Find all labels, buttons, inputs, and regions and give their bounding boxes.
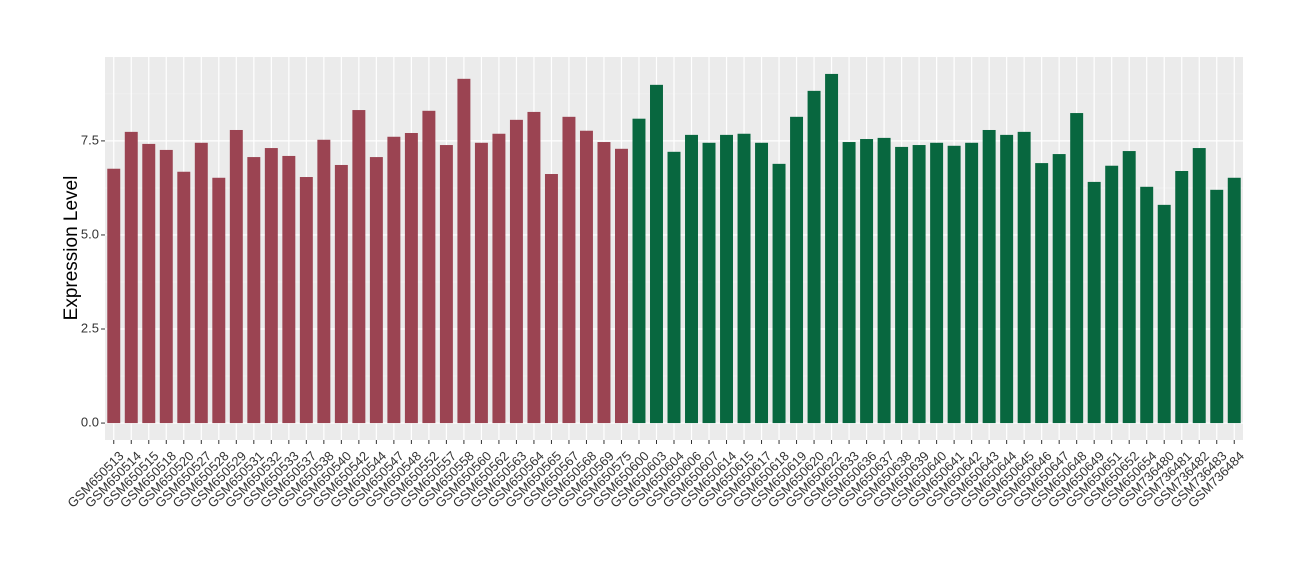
bar [632,118,646,424]
bar [650,84,663,424]
bar [877,137,891,424]
bar [720,134,734,424]
bar [492,133,506,424]
y-axis-title: Expression Level [61,176,82,321]
bar [1087,181,1101,424]
bar [1105,165,1119,424]
bar [212,177,226,424]
bar [702,142,716,424]
bar [947,145,961,424]
bar [982,129,996,424]
bar [369,157,383,424]
bar [387,136,401,424]
bar [1210,189,1224,424]
bar [317,139,331,424]
bar [544,174,558,424]
bar [1122,151,1136,424]
bar [579,130,593,424]
bar [790,116,804,424]
bar [1035,163,1049,424]
bar [825,73,839,424]
bar [807,90,821,424]
bar [439,145,453,424]
bar [772,163,786,424]
bar [895,146,909,424]
axes: 0.02.55.07.5GSM650513GSM650514GSM650515G… [64,132,1247,510]
bar [474,142,488,424]
bar [1157,204,1171,424]
bar [930,142,944,424]
bar [1070,113,1084,424]
bar [685,134,698,424]
bar [842,142,856,424]
bar [667,151,681,424]
bar [1192,148,1206,424]
bar [509,119,523,424]
bar [404,132,418,424]
y-tick-label: 0.0 [81,415,99,430]
bar [422,110,436,424]
bar [614,148,628,424]
bar [352,110,366,424]
bar [597,142,611,424]
bar [912,145,926,424]
bar [965,142,979,424]
bar [124,131,138,424]
bar [1052,154,1066,424]
bar [1140,186,1154,424]
bar [527,111,541,424]
bar [1017,131,1031,424]
bar [247,157,261,424]
bar [282,155,296,424]
bar [1175,170,1189,424]
bar [860,139,874,424]
bar [299,177,313,424]
bar [334,164,348,424]
bar [457,78,471,424]
bar [107,168,121,424]
bar [737,133,751,424]
bar [264,148,278,424]
y-tick-label: 2.5 [81,320,99,335]
bar [562,116,576,424]
bar [142,143,156,424]
bar [755,142,769,424]
bar [159,149,173,424]
y-tick-label: 5.0 [81,226,99,241]
bar [1000,134,1014,424]
bar [194,142,208,424]
bar [229,129,243,424]
bar [1227,177,1241,424]
y-tick-label: 7.5 [81,132,99,147]
bar [177,171,191,424]
bars [107,73,1241,424]
